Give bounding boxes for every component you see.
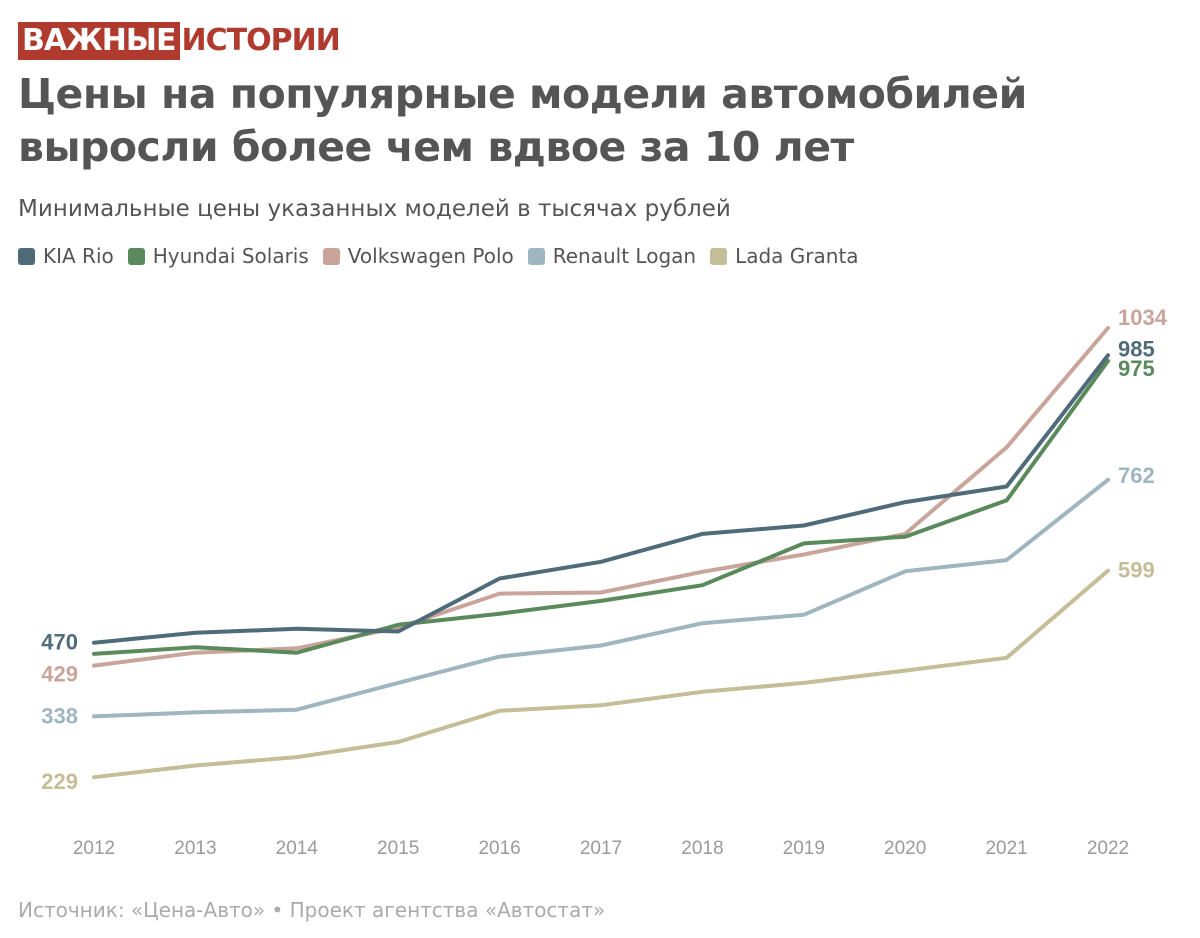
chart-subtitle: Минимальные цены указанных моделей в тыс… bbox=[18, 196, 731, 222]
series-line bbox=[92, 568, 1110, 780]
legend-swatch bbox=[322, 247, 340, 265]
legend-label: Renault Logan bbox=[552, 244, 697, 268]
x-tick-label: 2016 bbox=[478, 838, 520, 859]
legend-swatch bbox=[710, 247, 728, 265]
end-value-label: 1034 bbox=[1118, 305, 1168, 330]
chart-title: Цены на популярные модели автомобилей вы… bbox=[18, 70, 1027, 171]
x-tick-label: 2018 bbox=[681, 838, 723, 859]
source-note: Источник: «Цена-Авто» • Проект агентства… bbox=[18, 898, 606, 922]
series-line bbox=[92, 353, 1110, 645]
line-chart: 2012 2013 2014 2015 2016 2017 2018 2019 2020 2021… bbox=[41, 305, 1168, 859]
legend-label: KIA Rio bbox=[43, 244, 114, 268]
logo: ВАЖНЫЕ ИСТОРИИ bbox=[18, 22, 341, 60]
start-value-label: 338 bbox=[41, 703, 78, 728]
legend-swatch bbox=[18, 247, 35, 265]
legend-item: Volkswagen Polo bbox=[322, 244, 514, 268]
logo-part1: ВАЖНЫЕ bbox=[18, 22, 180, 60]
x-tick-label: 2017 bbox=[580, 838, 622, 859]
start-value-label: 229 bbox=[41, 769, 78, 794]
x-tick-label: 2020 bbox=[884, 838, 926, 859]
series-line bbox=[92, 326, 1110, 668]
start-value-label: 429 bbox=[41, 662, 78, 687]
logo-part2: ИСТОРИИ bbox=[181, 23, 341, 58]
x-tick-label: 2013 bbox=[174, 838, 216, 859]
end-value-label: 762 bbox=[1118, 463, 1155, 488]
x-tick-label: 2019 bbox=[783, 838, 825, 859]
legend-item: KIA Rio bbox=[18, 244, 114, 268]
x-tick-label: 2015 bbox=[377, 838, 419, 859]
start-value-label: 470 bbox=[41, 630, 78, 655]
series-line bbox=[92, 477, 1110, 719]
legend-swatch bbox=[127, 247, 145, 265]
legend-item: Renault Logan bbox=[527, 244, 697, 268]
legend-label: Lada Granta bbox=[735, 244, 859, 268]
end-value-label: 985 bbox=[1118, 336, 1155, 361]
x-tick-label: 2012 bbox=[73, 838, 115, 859]
x-tick-label: 2014 bbox=[276, 838, 319, 859]
x-tick-label: 2021 bbox=[985, 838, 1027, 859]
legend-label: Hyundai Solaris bbox=[152, 244, 309, 268]
legend-label: Volkswagen Polo bbox=[347, 244, 514, 268]
end-value-label: 599 bbox=[1118, 558, 1155, 583]
legend-item: Hyundai Solaris bbox=[127, 244, 309, 268]
series-line bbox=[92, 358, 1110, 656]
x-tick-label: 2022 bbox=[1087, 838, 1129, 859]
end-value-label: 975 bbox=[1118, 356, 1155, 381]
legend-swatch bbox=[527, 247, 545, 265]
legend-item: Lada Granta bbox=[710, 244, 859, 268]
legend: KIA Rio Hyundai Solaris Volkswagen Polo Ren… bbox=[18, 244, 859, 268]
